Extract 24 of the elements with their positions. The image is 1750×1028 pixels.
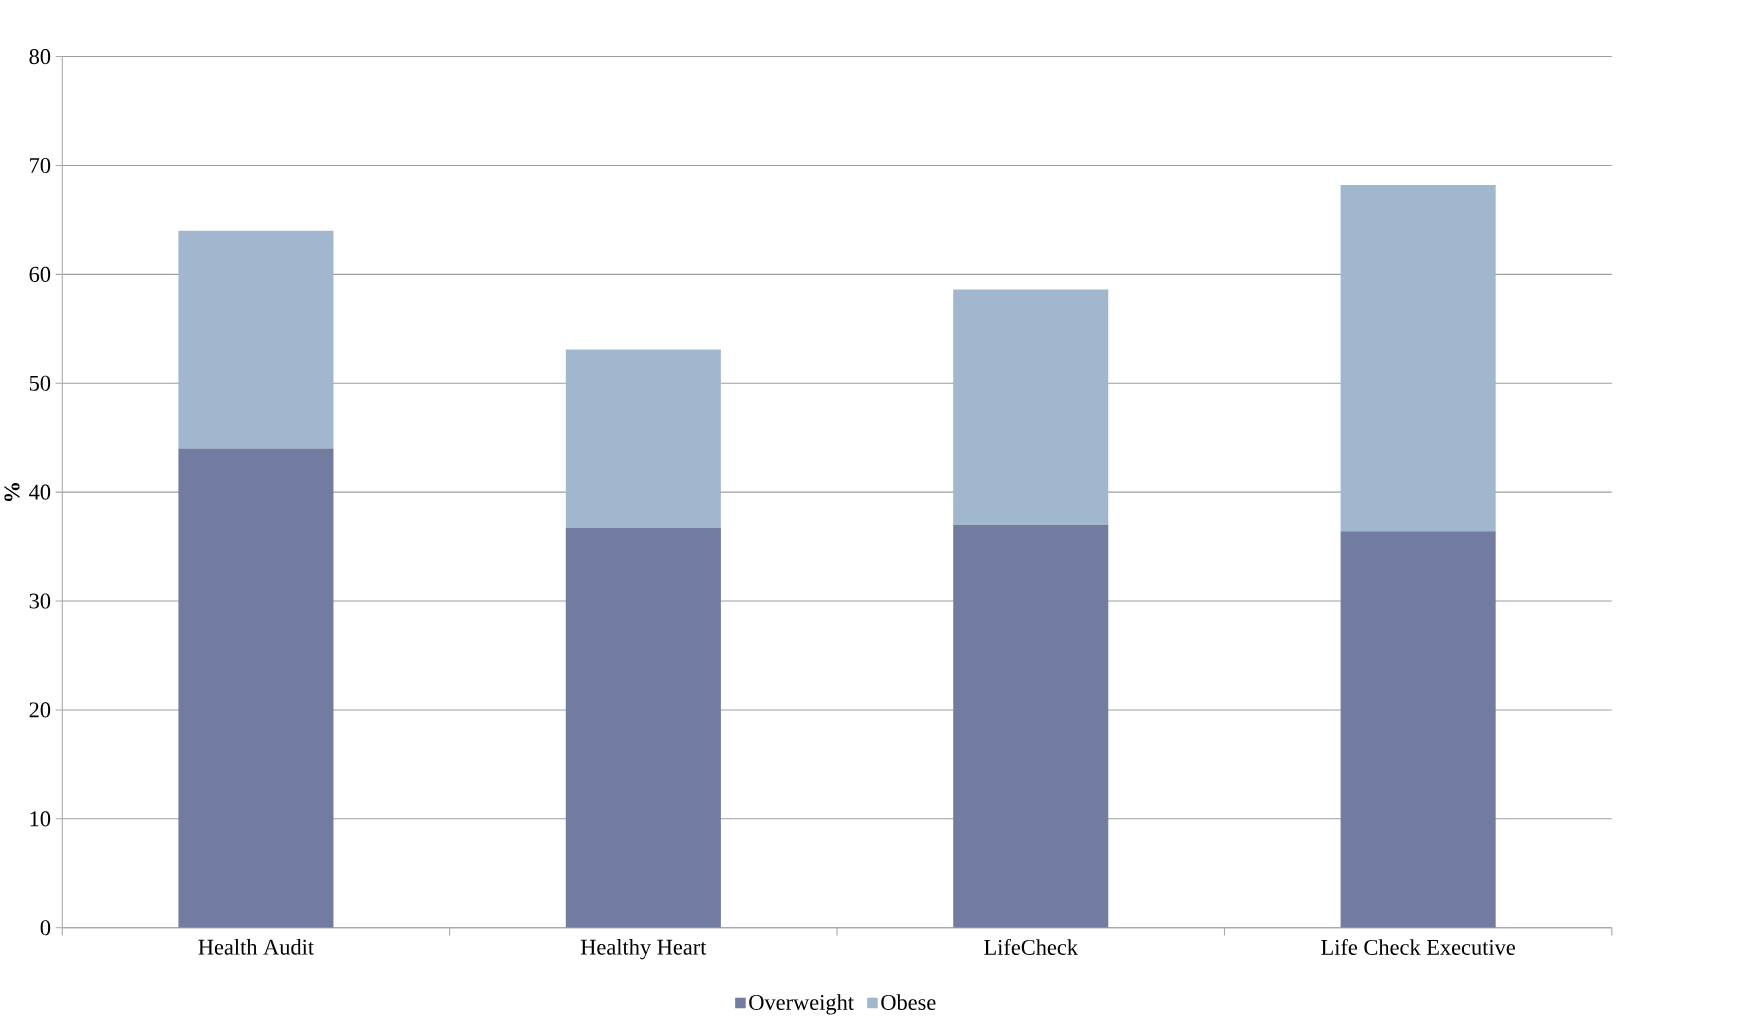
bar [1340,184,1496,532]
bar [565,349,721,528]
y-tick-label: 70 [30,157,51,173]
bar [178,448,334,928]
legend-label: Obese [881,994,936,1010]
y-tick-label: 50 [29,375,51,391]
y-tick-label: 30 [29,593,51,609]
bar [953,289,1109,525]
y-tick-label: 10 [30,811,51,827]
x-tick-label: Healthy Heart [580,938,707,960]
bar [953,524,1109,928]
bar [1340,531,1496,928]
x-tick-label: Health Audit [198,938,314,955]
x-tick-label: LifeCheck [984,938,1078,955]
legend-label: Overweight [749,994,854,1015]
x-tick-label: Life Check Executive [1321,938,1515,955]
y-axis-title: % [4,482,20,501]
y-tick-label: 20 [29,702,51,718]
y-tick-label: 80 [29,48,51,65]
y-tick-label: 40 [29,484,51,500]
bar [178,230,334,449]
y-tick-label: 0 [40,920,51,936]
y-tick-label: 60 [29,266,51,282]
bar [565,528,721,928]
